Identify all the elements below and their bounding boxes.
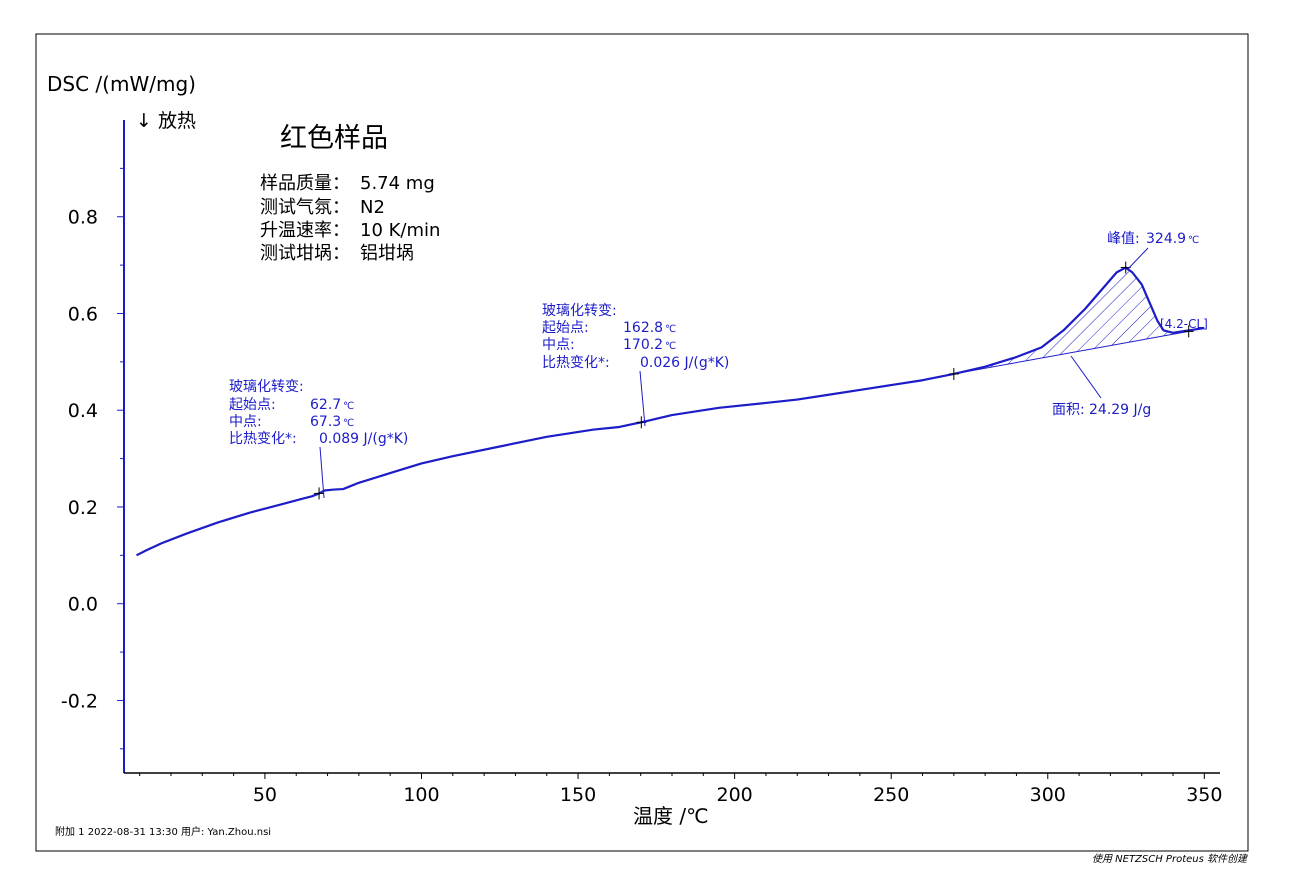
info-label-atmosphere: 测试气氛： — [260, 197, 350, 218]
x-axis-label: 温度 /℃ — [633, 804, 709, 828]
glass-transition-2-midpoint-value: 170.2 — [623, 337, 663, 353]
tick-markers — [314, 261, 1194, 500]
y-axis: 0.8 0.6 0.4 0.2 0.0 -0.2 — [61, 120, 125, 773]
annotation-peak: 峰值: 324.9 ℃ — [1107, 231, 1199, 247]
glass-transition-1-onset-label: 起始点: — [229, 397, 276, 413]
peak-unit: ℃ — [1188, 235, 1199, 246]
glass-transition-1-cp-value: 0.089 J/(g*K) — [319, 431, 408, 447]
glass-transition-2-leader — [639, 370, 646, 427]
glass-transition-1-midpoint-value: 67.3 — [310, 414, 341, 430]
glass-transition-2-cp-value: 0.026 J/(g*K) — [640, 355, 729, 371]
info-value-atmosphere: N2 — [360, 197, 385, 218]
info-value-heating-rate: 10 K/min — [360, 220, 440, 241]
glass-transition-1-midpoint-unit: ℃ — [343, 418, 354, 429]
y-axis-label: DSC /(mW/mg) — [47, 72, 196, 96]
glass-transition-1-onset-value: 62.7 — [310, 397, 341, 413]
y-tick-label: 0.0 — [68, 594, 98, 616]
x-tick-label: 250 — [873, 784, 909, 806]
footer-info: 附加 1 2022-08-31 13:30 用户: Yan.Zhou.nsi — [55, 825, 271, 838]
y-tick-label: 0.6 — [68, 303, 98, 325]
info-label-mass: 样品质量： — [260, 173, 350, 194]
info-value-mass: 5.74 mg — [360, 173, 435, 194]
outer-frame — [35, 33, 1249, 852]
info-label-heating-rate: 升温速率： — [260, 220, 350, 241]
annotation-area: 面积: 24.29 J/g — [1052, 402, 1151, 418]
y-tick-label: 0.4 — [68, 400, 98, 422]
x-tick-label: 350 — [1186, 784, 1222, 806]
glass-transition-2-title: 玻璃化转变: — [542, 302, 617, 319]
glass-transition-2-onset-unit: ℃ — [665, 324, 676, 335]
x-tick-label: 100 — [403, 784, 439, 806]
peak-area-hatch — [953, 267, 1189, 374]
y-tick-label: 0.2 — [68, 497, 98, 519]
peak-value: 324.9 — [1146, 231, 1186, 247]
glass-transition-1-leader — [319, 446, 325, 499]
annotation-glass-transition-2: 玻璃化转变: 起始点: 162.8 ℃ 中点: 170.2 ℃ 比热变化*: 0… — [542, 302, 729, 371]
glass-transition-1-cp-label: 比热变化*: — [229, 431, 297, 447]
x-tick-label: 200 — [716, 784, 752, 806]
baseline-end-marker-label: [4.2-CL] — [1160, 317, 1208, 331]
area-label: 面积: — [1052, 402, 1085, 418]
peak-leader — [1126, 247, 1149, 271]
glass-transition-1-onset-unit: ℃ — [343, 401, 354, 412]
area-value: 24.29 J/g — [1089, 402, 1151, 418]
x-axis: 50 100 150 200 250 300 350 — [124, 772, 1222, 806]
info-value-crucible: 铝坩埚 — [360, 243, 414, 264]
glass-transition-2-midpoint-label: 中点: — [542, 337, 575, 353]
x-tick-label: 50 — [253, 784, 277, 806]
peak-label: 峰值: — [1107, 231, 1140, 247]
glass-transition-2-onset-label: 起始点: — [542, 320, 589, 336]
sample-info: 样品质量： 5.74 mg 测试气氛： N2 升温速率： 10 K/min 测试… — [260, 173, 440, 264]
glass-transition-2-midpoint-unit: ℃ — [665, 341, 676, 352]
dsc-curve — [136, 266, 1205, 557]
peak-baseline — [953, 330, 1189, 375]
glass-transition-2-cp-label: 比热变化*: — [542, 355, 610, 371]
annotation-glass-transition-1: 玻璃化转变: 起始点: 62.7 ℃ 中点: 67.3 ℃ 比热变化*: 0.0… — [229, 378, 408, 447]
footer-software-credit: 使用 NETZSCH Proteus 软件创建 — [1092, 853, 1249, 865]
glass-transition-1-midpoint-label: 中点: — [229, 414, 262, 430]
info-label-crucible: 测试坩埚： — [260, 243, 350, 264]
area-leader — [1070, 355, 1102, 399]
plot-area — [136, 266, 1205, 557]
exotherm-direction-label: ↓ 放热 — [136, 110, 196, 132]
x-tick-label: 300 — [1030, 784, 1066, 806]
glass-transition-1-title: 玻璃化转变: — [229, 378, 304, 395]
glass-transition-2-onset-value: 162.8 — [623, 320, 663, 336]
x-tick-label: 150 — [560, 784, 596, 806]
y-tick-label: -0.2 — [61, 690, 98, 712]
chart-title: 红色样品 — [280, 123, 388, 154]
y-tick-label: 0.8 — [68, 207, 98, 229]
peak-area-group — [953, 267, 1189, 375]
